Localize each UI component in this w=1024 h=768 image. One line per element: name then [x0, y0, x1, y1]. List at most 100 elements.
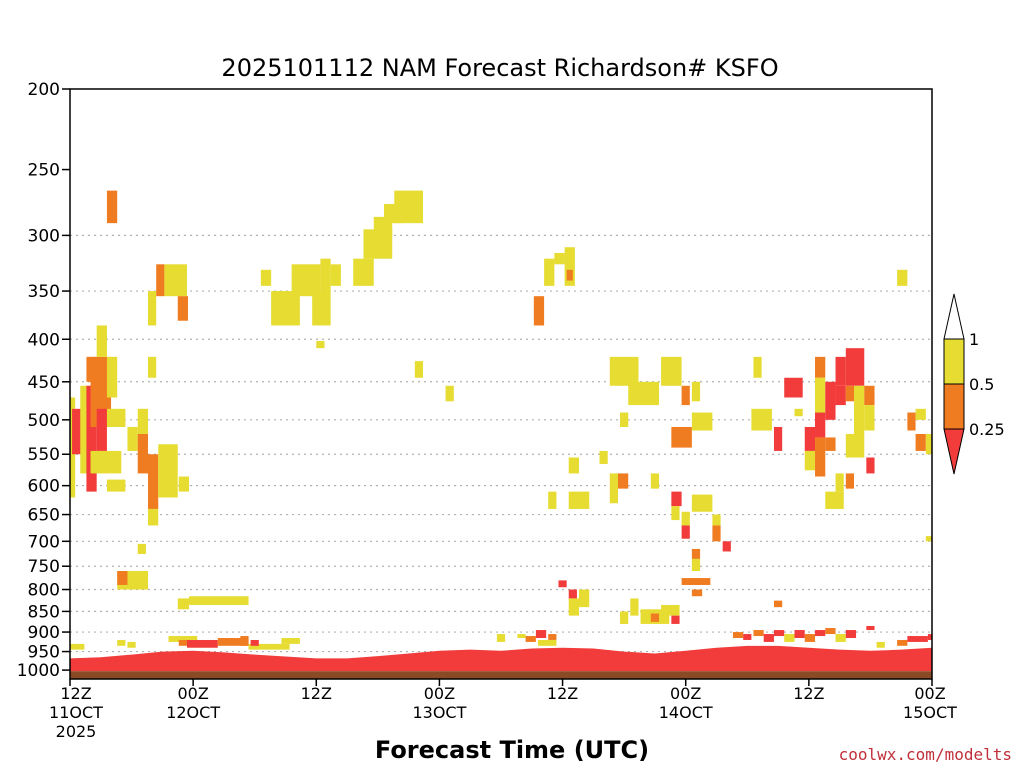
data-cell	[815, 437, 826, 477]
x-tick-label: 2025	[56, 722, 97, 741]
legend-swatch	[943, 428, 965, 475]
data-cell	[186, 639, 218, 648]
data-cell	[168, 636, 198, 642]
credit-text: coolwx.com/modelts	[839, 745, 1012, 764]
data-cell	[568, 598, 579, 616]
data-cell	[106, 190, 118, 224]
y-tick-label: 500	[28, 411, 60, 431]
x-tick-label: 11OCT	[49, 703, 103, 722]
x-tick-label: 13OCT	[412, 703, 466, 722]
y-tick-label: 250	[28, 161, 60, 181]
data-cell	[147, 291, 157, 326]
x-tick-label: 00Z	[670, 684, 701, 703]
x-tick-label: 12Z	[301, 684, 332, 703]
data-cell	[681, 385, 690, 406]
data-cell	[732, 632, 744, 639]
data-cell	[137, 408, 148, 434]
data-cell	[835, 473, 844, 492]
data-cell	[927, 634, 932, 640]
data-cell	[630, 598, 639, 616]
x-tick-label: 12OCT	[166, 703, 220, 722]
data-cell	[661, 356, 682, 386]
data-cell	[691, 548, 701, 559]
data-cell	[281, 638, 300, 644]
data-cell	[691, 412, 713, 431]
data-cell	[864, 385, 875, 406]
data-cell	[743, 634, 752, 640]
data-cell	[681, 511, 690, 526]
data-cell	[784, 634, 795, 642]
data-cell	[578, 589, 590, 608]
data-cell	[722, 541, 731, 552]
data-cell	[845, 473, 855, 489]
data-cell	[330, 264, 341, 286]
data-cell	[815, 412, 826, 438]
data-cell	[773, 600, 783, 608]
data-cell	[106, 408, 126, 427]
y-tick-label: 800	[28, 581, 60, 601]
legend-swatch	[943, 383, 965, 430]
data-cell	[158, 444, 178, 498]
data-cell	[691, 381, 701, 402]
data-cell	[815, 356, 826, 378]
y-tick-label: 1000	[17, 661, 60, 681]
legend-cap-top	[943, 293, 965, 340]
data-cell	[72, 408, 83, 455]
data-cell	[564, 247, 575, 286]
x-axis-label: Forecast Time (UTC)	[375, 736, 649, 764]
data-cell	[568, 457, 579, 474]
legend-label: 0.5	[969, 375, 994, 394]
data-cell	[250, 639, 259, 646]
legend-label: 1	[969, 330, 979, 349]
data-cell	[804, 634, 816, 642]
data-cell	[90, 450, 122, 474]
data-cells	[70, 190, 932, 679]
data-cell	[127, 641, 136, 648]
y-tick-label: 600	[28, 477, 60, 497]
data-cell	[712, 514, 721, 526]
data-cell	[320, 258, 331, 292]
y-tick-label: 400	[28, 330, 60, 350]
data-cell	[753, 356, 762, 378]
data-cell	[96, 408, 107, 451]
data-cell	[628, 381, 660, 406]
data-cell	[691, 589, 703, 597]
data-cell	[681, 525, 690, 539]
data-cell	[548, 634, 557, 640]
x-tick-label: 12Z	[547, 684, 578, 703]
ground-layer	[70, 671, 932, 679]
data-cell	[566, 269, 573, 281]
data-cell	[177, 598, 190, 610]
data-cell	[535, 630, 547, 639]
data-cell	[496, 634, 506, 642]
data-cell	[866, 625, 875, 631]
data-cell	[316, 341, 325, 349]
data-cell	[915, 408, 926, 420]
data-cell	[291, 264, 321, 297]
x-tick-label: 15OCT	[903, 703, 957, 722]
data-cell	[568, 589, 577, 599]
data-cell	[876, 641, 885, 648]
legend-swatch	[943, 338, 965, 385]
data-cell	[907, 412, 916, 431]
data-cell	[394, 190, 424, 224]
legend-label: 0.25	[969, 420, 1005, 439]
data-cell	[86, 385, 97, 492]
data-cell	[925, 536, 932, 542]
data-cell	[835, 356, 846, 386]
data-cell	[835, 385, 846, 406]
data-cell	[312, 291, 331, 326]
data-cell	[147, 454, 159, 509]
data-cell	[825, 628, 836, 635]
low-level-band	[70, 645, 932, 672]
data-cell	[525, 636, 536, 642]
data-cell	[217, 638, 249, 646]
data-cell	[671, 426, 692, 448]
gridlines	[70, 234, 932, 653]
y-tick-label: 650	[28, 506, 60, 526]
data-cell	[773, 426, 783, 451]
plot-frame	[69, 88, 933, 680]
data-cell	[260, 269, 272, 286]
data-cell	[804, 450, 816, 471]
